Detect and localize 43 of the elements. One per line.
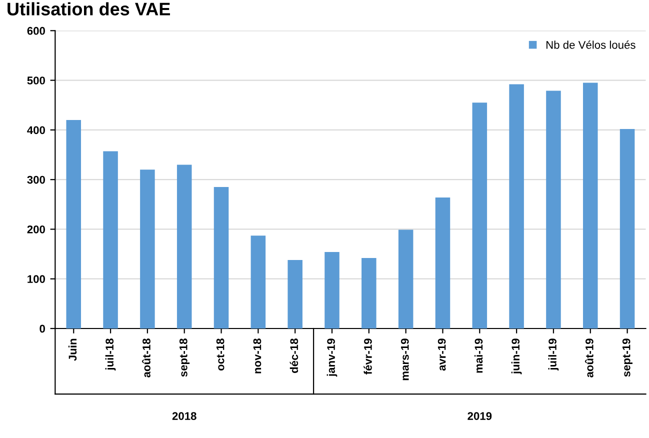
x-tick-label: sept-18 [179, 338, 190, 377]
bar [398, 230, 414, 328]
y-tick-label: 400 [27, 126, 45, 134]
x-tick-label: juil-19 [548, 338, 559, 370]
bar [324, 252, 340, 328]
x-tick-label: avr-19 [438, 338, 446, 371]
y-tick-label: 200 [27, 225, 45, 234]
x-tick-label: févr-19 [364, 338, 372, 374]
y-tick-label: 100 [28, 275, 45, 283]
y-tick-label: 300 [27, 176, 45, 184]
y-tick-label: 500 [27, 76, 45, 84]
bar [435, 197, 450, 328]
x-tick-label: Juin [68, 338, 77, 361]
x-tick-label: juin-19 [511, 338, 522, 374]
x-tick-label: août-18 [142, 338, 150, 378]
chart-title: Utilisation des VAE [8, 2, 170, 16]
bar [103, 151, 118, 328]
legend-label: Nb de Vélos loués [546, 40, 636, 49]
x-tick-label: déc-18 [290, 338, 298, 373]
bar [509, 84, 524, 328]
bar [472, 102, 488, 328]
x-tick-label: juil-18 [105, 338, 116, 370]
x-tick-label: janv-19 [326, 338, 338, 377]
x-tick-label: août-19 [584, 338, 594, 378]
bar [362, 258, 376, 328]
bar [250, 236, 266, 328]
bar [140, 170, 155, 328]
bar [176, 164, 192, 328]
y-tick-label: 0 [40, 324, 45, 333]
bar [583, 82, 598, 328]
bar [214, 187, 229, 328]
text: 2019 [468, 412, 492, 420]
x-tick-label: oct-18 [216, 338, 224, 371]
bar [288, 260, 302, 328]
y-tick-label: 600 [27, 26, 45, 35]
x-tick-label: nov-18 [253, 338, 262, 374]
text: 2018 [172, 412, 196, 420]
x-tick-label: sept-19 [622, 338, 632, 377]
bar [620, 128, 635, 328]
bar [66, 120, 82, 328]
bar [546, 90, 561, 328]
x-tick-label: mars-19 [400, 338, 409, 380]
x-tick-label: mai-19 [474, 338, 483, 373]
